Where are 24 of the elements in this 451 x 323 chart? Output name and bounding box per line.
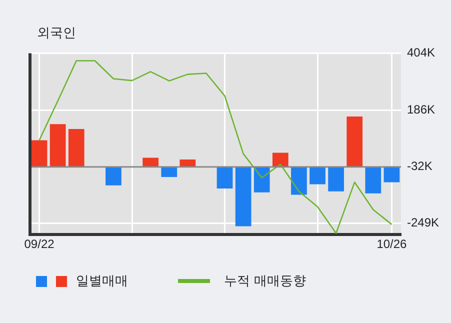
x-tick-label: 09/22 [24, 237, 55, 252]
legend-label: 누적 매매동향 [224, 273, 306, 290]
y-tick-label: 404K [406, 46, 436, 60]
bar [50, 124, 66, 167]
bar [161, 166, 178, 177]
bar [328, 166, 344, 192]
bar [216, 166, 233, 188]
bar [346, 116, 363, 167]
y-tick-label: 186K [406, 102, 436, 116]
bar [235, 166, 252, 226]
y-tick-label: -32K [406, 159, 432, 174]
legend-label: 일별매매 [76, 273, 128, 290]
bar [291, 166, 307, 195]
chart-title: 외국인 [37, 25, 76, 42]
y-tick-label: -249K [406, 216, 440, 230]
bar [106, 166, 122, 186]
bar [310, 166, 326, 184]
bar [254, 166, 270, 192]
bar [384, 166, 400, 182]
x-tick-label: 10/26 [376, 237, 408, 252]
bar [365, 166, 382, 194]
bar [68, 129, 84, 167]
bar [31, 140, 48, 167]
bar [272, 152, 288, 167]
